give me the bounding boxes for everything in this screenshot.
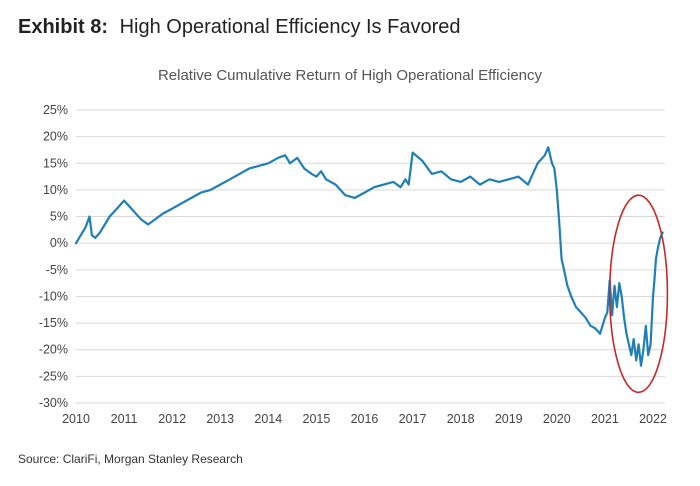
x-tick-label: 2020 <box>543 412 571 426</box>
x-axis-tick-labels: 2010 2011 2012 2013 2014 2015 2016 2017 2018 2019… <box>62 412 667 426</box>
y-tick-label: 20% <box>43 130 68 144</box>
y-tick-label: -15% <box>39 316 68 330</box>
series-layer <box>74 146 664 367</box>
exhibit-heading: Exhibit 8: High Operational Efficiency I… <box>18 16 461 39</box>
x-tick-label: 2021 <box>591 412 619 426</box>
chart-title: Relative Cumulative Return of High Opera… <box>157 67 543 84</box>
x-tick-label: 2012 <box>158 412 186 426</box>
x-tick-label: 2016 <box>351 412 379 426</box>
x-tick-label: 2011 <box>111 412 138 426</box>
y-axis-tick-labels: 25% 20% 15% 10% 5% 0% -5% -10% -15% -20% -25% -30% <box>39 103 68 410</box>
x-tick-label: 2013 <box>206 412 234 426</box>
x-tick-label: 2018 <box>447 412 475 426</box>
x-tick-label: 2015 <box>303 412 331 426</box>
y-tick-label: 25% <box>43 103 68 117</box>
y-tick-label: 5% <box>50 210 68 224</box>
annotation-layer <box>608 194 669 394</box>
y-tick-label: 0% <box>50 236 68 250</box>
y-tick-label: -25% <box>39 369 68 383</box>
x-tick-label: 2022 <box>639 412 667 426</box>
x-tick-label: 2017 <box>399 412 427 426</box>
source-note: Source: ClariFi, Morgan Stanley Research <box>18 452 243 466</box>
y-tick-label: 15% <box>43 156 68 170</box>
exhibit-title: High Operational Efficiency Is Favored <box>119 16 461 38</box>
gridlines <box>76 109 665 404</box>
x-tick-label: 2019 <box>495 412 523 426</box>
y-tick-label: -30% <box>39 396 68 410</box>
highlight-ellipse <box>608 194 669 394</box>
y-tick-label: 10% <box>43 183 68 197</box>
y-tick-label: -20% <box>39 343 68 357</box>
series-line <box>74 146 664 367</box>
x-tick-label: 2014 <box>254 412 282 426</box>
y-tick-label: -10% <box>39 289 68 303</box>
y-tick-label: -5% <box>46 263 68 277</box>
x-tick-label: 2010 <box>62 412 90 426</box>
exhibit-number: Exhibit 8: <box>18 16 109 38</box>
